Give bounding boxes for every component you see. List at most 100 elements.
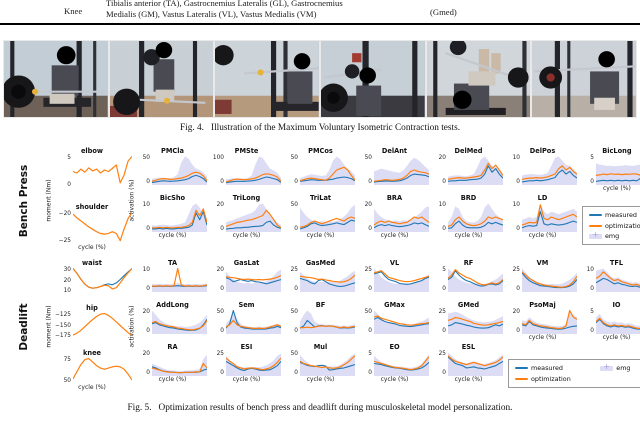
y-tick-labels: 10 0 bbox=[586, 267, 594, 292]
plot-title: TriLong bbox=[232, 194, 261, 202]
x-axis-label bbox=[52, 339, 132, 347]
x-axis-label bbox=[52, 188, 132, 196]
plot-PMSte: PMSte 100 0 bbox=[212, 147, 281, 193]
y-tick-labels: 10 0 bbox=[438, 202, 446, 232]
y-tick-labels: 25 0 bbox=[216, 351, 224, 376]
plot-Mul: Mul 50 0 cycle (%) bbox=[286, 343, 355, 388]
deadlift-moment-plots: waist 30 20 10 hip −125 −150 −175 knee 75 50 cycle … bbox=[52, 259, 132, 392]
plot-canvas bbox=[522, 309, 577, 334]
y-tick-labels: 50 0 bbox=[364, 155, 372, 185]
plot-title: waist bbox=[82, 259, 102, 267]
y-tick-labels: 100 0 bbox=[212, 155, 224, 185]
plot-title: Mul bbox=[313, 343, 328, 351]
x-axis-label bbox=[508, 185, 577, 193]
y-tick-labels: 20 0 bbox=[216, 202, 224, 232]
plot-canvas bbox=[152, 310, 207, 334]
fig5-caption-text: Optimization results of bench press and … bbox=[158, 403, 513, 413]
plot-GMed: GMed 25 0 bbox=[434, 301, 503, 342]
y-tick-labels: 25 0 bbox=[512, 267, 520, 292]
table-fragment: Knee Tibialis anterior (TA), Gastrocnemi… bbox=[0, 0, 640, 25]
plot-canvas bbox=[73, 312, 132, 339]
plot-legend: measured optimization emg bbox=[582, 206, 640, 245]
plot-title: LD bbox=[537, 194, 548, 202]
x-axis-label: cycle (%) bbox=[306, 232, 335, 239]
plot-title: GMed bbox=[457, 301, 480, 309]
plot-canvas bbox=[374, 310, 429, 334]
plot-canvas bbox=[522, 203, 577, 232]
plot-title: GasLat bbox=[233, 259, 260, 267]
photo-illustration bbox=[532, 41, 637, 117]
mvic-photo-4 bbox=[321, 41, 425, 117]
y-tick-labels: 20 0 bbox=[142, 309, 150, 334]
plot-title: GasMed bbox=[305, 259, 336, 267]
plot-BRA: BRA 20 0 cycle (%) bbox=[360, 194, 429, 245]
y-tick-labels: 75 50 bbox=[63, 357, 71, 384]
y-tick-labels: 50 0 bbox=[290, 309, 298, 334]
x-axis-label: cycle (%) bbox=[454, 232, 483, 239]
plot-BRD: BRD 10 0 cycle (%) bbox=[434, 194, 503, 245]
plot-EO: EO 5 0 cycle (%) bbox=[360, 343, 429, 388]
emg-band-swatch bbox=[600, 363, 614, 371]
legend-label: measured bbox=[531, 364, 563, 372]
legend-item-measured: measured bbox=[589, 211, 640, 219]
mvic-photo-5 bbox=[426, 41, 531, 117]
plot-DelAnt: DelAnt 50 0 bbox=[360, 147, 429, 193]
plot-canvas bbox=[152, 156, 207, 185]
plot-PMCos: PMCos 50 0 bbox=[286, 147, 355, 193]
deadlift-muscle-grid: TA 10 0 GasLat 20 0 GasMed 25 0 VL 25 0 RF 5 0 VM 25 0 TFL… bbox=[138, 259, 640, 388]
plot-RF: RF 5 0 bbox=[434, 259, 503, 300]
table-muscles-line2: Medialis (GM), Vastus Lateralis (VL), Va… bbox=[106, 9, 317, 19]
y-tick-labels: 20 0 bbox=[216, 267, 224, 292]
plot-title: RF bbox=[463, 259, 474, 267]
plot-title: shoulder bbox=[75, 203, 109, 211]
plot-legend: measured emg optimization bbox=[508, 359, 640, 388]
plot-title: VM bbox=[536, 259, 549, 267]
y-tick-labels: 20 0 bbox=[512, 309, 520, 334]
plot-title: VL bbox=[389, 259, 400, 267]
plot-canvas bbox=[300, 270, 355, 292]
plot-LD: LD 10 0 cycle (%) bbox=[508, 194, 577, 245]
x-axis-label: cycle (%) bbox=[602, 185, 631, 192]
plot-DelPos: DelPos 10 0 bbox=[508, 147, 577, 193]
plot-title: GMax bbox=[384, 301, 405, 309]
x-axis-label: cycle (%) bbox=[158, 376, 187, 383]
y-tick-labels: 50 0 bbox=[290, 351, 298, 376]
plot-canvas bbox=[448, 352, 503, 376]
plot-canvas bbox=[448, 203, 503, 232]
plot-canvas bbox=[596, 313, 640, 334]
mvic-photo-6 bbox=[532, 41, 637, 117]
plot-title: ESI bbox=[240, 343, 253, 351]
plot-canvas bbox=[226, 203, 281, 232]
x-axis-label: cycle (%) bbox=[602, 334, 631, 341]
plot-TriLat: TriLat 50 0 cycle (%) bbox=[286, 194, 355, 245]
plot-title: TFL bbox=[609, 259, 624, 267]
x-axis-label: cycle (%) bbox=[380, 376, 409, 383]
plot-canvas bbox=[374, 206, 429, 232]
plot-title: elbow bbox=[80, 147, 104, 155]
legend-label: emg bbox=[605, 232, 620, 240]
plot-title: BF bbox=[315, 301, 326, 309]
mvic-photo-3 bbox=[215, 41, 320, 117]
fig5-figure: Bench Press moment (Nm) activation (%) e… bbox=[0, 142, 640, 402]
plot-AddLong: AddLong 20 0 bbox=[138, 301, 207, 342]
plot-title: BRD bbox=[460, 194, 477, 202]
plot-knee: knee 75 50 cycle (%) bbox=[52, 349, 132, 392]
bench-moment-plots: elbow 5 0 shoulder −20 −25 cycle (%) bbox=[52, 147, 132, 252]
legend-item-optimization: optimization bbox=[589, 222, 640, 230]
plot-canvas bbox=[448, 311, 503, 334]
plot-canvas bbox=[152, 203, 207, 232]
photo-illustration bbox=[215, 41, 320, 117]
measured-line-swatch bbox=[589, 214, 602, 216]
plot-title: ESL bbox=[461, 343, 476, 351]
legend-item-emg: emg bbox=[600, 363, 640, 372]
x-axis-label: cycle (%) bbox=[78, 244, 106, 251]
plot-BicLong: BicLong 5 0 cycle (%) bbox=[582, 147, 640, 193]
photo-illustration bbox=[4, 41, 108, 117]
x-axis-label bbox=[212, 292, 281, 300]
legend-item-optimization: optimization bbox=[515, 375, 584, 383]
plot-canvas bbox=[152, 267, 207, 292]
y-tick-labels: 25 0 bbox=[438, 309, 446, 334]
y-tick-labels: 10 0 bbox=[142, 202, 150, 232]
table-right-cell: (Gmed) bbox=[430, 7, 457, 17]
